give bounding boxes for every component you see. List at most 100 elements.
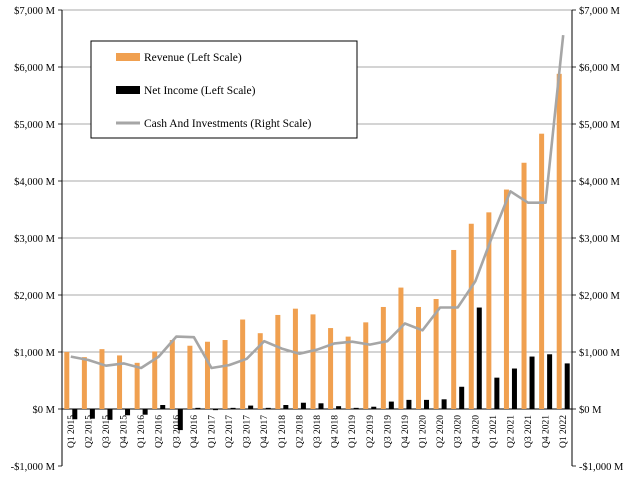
x-axis-tick-label: Q4 2016 [190, 415, 200, 448]
x-axis-tick-label: Q3 2020 [454, 415, 464, 448]
x-axis-tick-label: Q4 2015 [120, 415, 130, 448]
net-income-bars [72, 307, 570, 431]
net-income-bar [547, 354, 553, 409]
x-axis-tick-label: Q2 2021 [506, 415, 516, 448]
x-axis-tick-label: Q4 2017 [260, 415, 270, 448]
net-income-bar [265, 407, 271, 409]
revenue-bar [187, 345, 193, 409]
legend-label: Revenue (Left Scale) [144, 52, 242, 64]
revenue-bar [539, 133, 545, 409]
legend-label: Net Income (Left Scale) [144, 85, 256, 97]
x-axis-tick-label: Q4 2019 [401, 415, 411, 448]
legend-swatch [116, 86, 140, 94]
x-axis-tick-label: Q1 2021 [489, 415, 499, 448]
x-axis-tick-label: Q3 2018 [313, 415, 323, 448]
revenue-bar [64, 351, 70, 409]
net-income-bar [353, 407, 359, 409]
x-axis-tick-label: Q2 2019 [366, 415, 376, 448]
legend-label: Cash And Investments (Right Scale) [144, 118, 312, 130]
left-axis-tick-label: $4,000 M [14, 177, 56, 188]
net-income-bar [424, 399, 430, 409]
right-axis-tick-label: $7,000 M [579, 6, 621, 17]
x-axis-tick-label: Q1 2019 [348, 415, 358, 448]
net-income-bar [160, 405, 166, 409]
net-income-bar [142, 409, 148, 415]
net-income-bar [318, 403, 324, 409]
revenue-bars [64, 73, 562, 409]
left-axis-tick-label: $2,000 M [14, 291, 56, 302]
net-income-bar [336, 406, 342, 409]
revenue-bar [169, 340, 175, 409]
net-income-bar [107, 409, 113, 420]
net-income-bar [195, 407, 201, 409]
revenue-bar [99, 349, 105, 409]
revenue-bar [486, 212, 492, 409]
net-income-bar [248, 405, 254, 409]
net-income-bar [212, 409, 218, 411]
right-axis-tick-label: -$1,000 M [579, 462, 624, 473]
revenue-bar [292, 308, 298, 409]
revenue-bar [257, 333, 263, 409]
x-axis-tick-label: Q3 2019 [383, 415, 393, 448]
right-axis-tick-label: $4,000 M [579, 177, 621, 188]
net-income-bar [494, 377, 500, 409]
x-axis-tick-label: Q3 2017 [243, 415, 253, 448]
revenue-bar [433, 298, 439, 409]
left-axis-tick-label: -$1,000 M [11, 462, 56, 473]
revenue-bar [416, 306, 422, 409]
revenue-bar [81, 357, 87, 409]
x-axis-tick-label: Q3 2016 [172, 415, 182, 448]
x-axis-tick-label: Q2 2015 [84, 415, 94, 448]
revenue-bar [451, 249, 457, 409]
revenue-bar [503, 189, 509, 409]
net-income-bar [177, 409, 183, 431]
revenue-bar [222, 340, 228, 409]
x-axis-tick-label: Q2 2020 [436, 415, 446, 448]
x-axis-tick-label: Q2 2016 [155, 415, 165, 448]
legend-swatch [116, 53, 140, 61]
net-income-bar [371, 406, 377, 409]
x-axis-tick-label: Q1 2016 [137, 415, 147, 448]
x-axis-tick-label: Q1 2017 [207, 415, 217, 448]
left-axis-tick-label: $3,000 M [14, 234, 56, 245]
left-axis-tick-label: $7,000 M [14, 6, 56, 17]
x-axis-tick-labels: Q1 2015 Q2 2015 Q3 2015 Q4 2015 Q1 2016 Q2 20… [67, 415, 569, 448]
x-axis-tick-label: Q3 2021 [524, 415, 534, 448]
x-axis-tick-label: Q1 2015 [67, 415, 77, 448]
net-income-bar [72, 409, 78, 420]
right-axis-tick-label: $6,000 M [579, 63, 621, 74]
net-income-bar [230, 407, 236, 409]
net-income-bar [406, 399, 412, 409]
net-income-bar [300, 402, 306, 409]
revenue-bar [310, 314, 316, 409]
revenue-bar [556, 73, 562, 409]
right-axis-tick-label: $0 M [579, 405, 602, 416]
right-axis-tick-label: $3,000 M [579, 234, 621, 245]
net-income-bar [283, 405, 289, 409]
x-axis-tick-label: Q2 2018 [295, 415, 305, 448]
cash-and-investments-line [70, 34, 565, 370]
revenue-bar [134, 362, 140, 409]
revenue-bar [345, 336, 351, 409]
left-axis-tick-label: $6,000 M [14, 63, 56, 74]
revenue-bar [152, 351, 158, 409]
legend: Revenue (Left Scale) Net Income (Left Sca… [90, 40, 358, 139]
revenue-bar [398, 287, 404, 409]
cash-line [70, 34, 565, 370]
right-axis-tick-label: $2,000 M [579, 291, 621, 302]
x-axis-tick-label: Q4 2021 [542, 415, 552, 448]
net-income-bar [511, 368, 517, 409]
revenue-bar [204, 341, 210, 409]
left-axis-tick-label: $5,000 M [14, 120, 56, 131]
net-income-bar [564, 363, 570, 409]
revenue-bar [240, 319, 246, 409]
revenue-bar [380, 306, 386, 409]
revenue-bar [363, 322, 369, 409]
net-income-bar [441, 399, 447, 409]
x-axis-tick-label: Q1 2022 [559, 415, 569, 448]
net-income-bar [529, 356, 535, 409]
x-axis-tick-label: Q1 2020 [419, 415, 429, 448]
revenue-bar [117, 355, 123, 409]
net-income-bar [89, 409, 95, 419]
